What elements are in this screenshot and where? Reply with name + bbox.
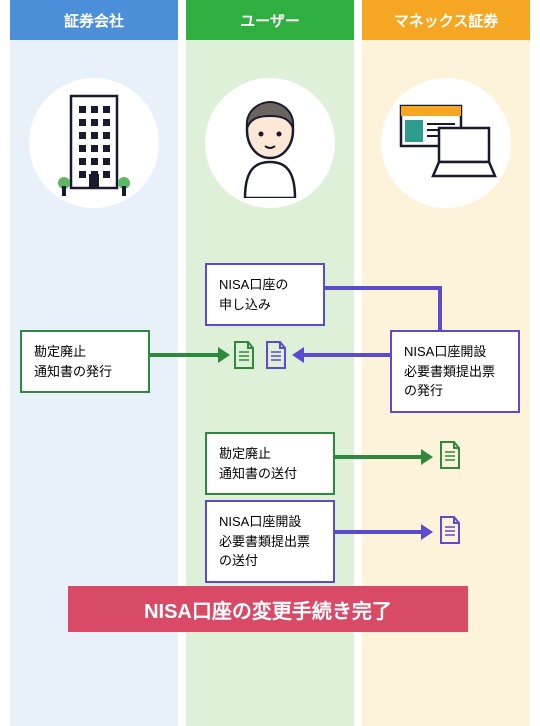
connector-1 bbox=[325, 286, 442, 290]
step-box-line: NISA口座開設 bbox=[219, 512, 321, 532]
step-box-line: 必要書類提出票 bbox=[404, 362, 506, 382]
step-box-b1: 勘定廃止通知書の発行 bbox=[20, 330, 150, 393]
step-box-line: 通知書の発行 bbox=[34, 362, 136, 382]
step-box-b2: NISA口座の申し込み bbox=[205, 263, 325, 326]
column-header-user: ユーザー bbox=[186, 0, 354, 40]
illustration-user bbox=[205, 78, 335, 208]
completion-banner: NISA口座の変更手続き完了 bbox=[68, 586, 468, 632]
connector-0 bbox=[438, 286, 442, 330]
step-box-line: NISA口座の bbox=[219, 275, 311, 295]
document-icon-1 bbox=[264, 340, 288, 370]
illustration-monex bbox=[381, 78, 511, 208]
step-box-line: 必要書類提出票 bbox=[219, 532, 321, 552]
document-icon-0 bbox=[232, 340, 256, 370]
document-icon-3 bbox=[438, 515, 462, 545]
arrow-1 bbox=[302, 353, 390, 357]
column-header-monex: マネックス証券 bbox=[362, 0, 530, 40]
arrow-3 bbox=[335, 530, 423, 534]
step-box-line: の送付 bbox=[219, 551, 321, 571]
step-box-b3: NISA口座開設必要書類提出票の発行 bbox=[390, 330, 520, 413]
step-box-line: 申し込み bbox=[219, 295, 311, 315]
document-icon-2 bbox=[438, 440, 462, 470]
step-box-line: 勘定廃止 bbox=[219, 444, 321, 464]
arrow-0 bbox=[150, 353, 220, 357]
step-box-line: 通知書の送付 bbox=[219, 464, 321, 484]
step-box-line: の発行 bbox=[404, 381, 506, 401]
column-header-broker: 証券会社 bbox=[10, 0, 178, 40]
step-box-line: 勘定廃止 bbox=[34, 342, 136, 362]
step-box-b5: NISA口座開設必要書類提出票の送付 bbox=[205, 500, 335, 583]
illustration-broker bbox=[29, 78, 159, 208]
arrow-2 bbox=[335, 455, 423, 459]
step-box-line: NISA口座開設 bbox=[404, 342, 506, 362]
step-box-b4: 勘定廃止通知書の送付 bbox=[205, 432, 335, 495]
